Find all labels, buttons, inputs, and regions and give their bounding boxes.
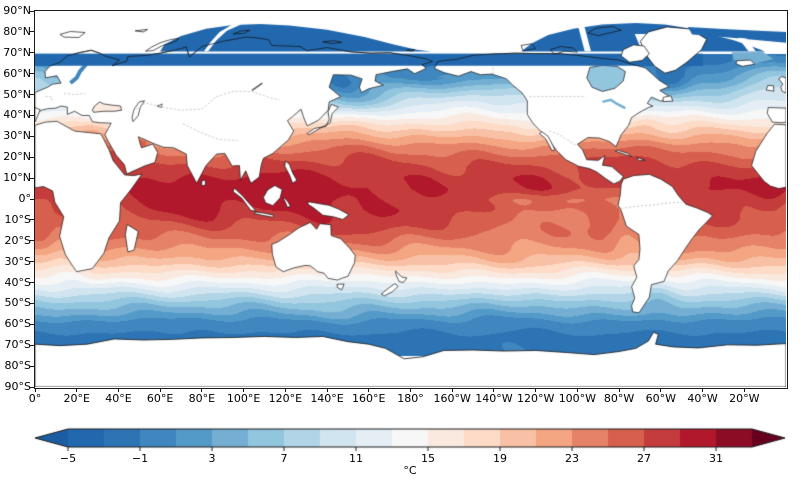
y-tick-label: 90°N xyxy=(3,4,31,17)
y-tick-label: 80°S xyxy=(4,359,31,373)
y-tick-mark xyxy=(30,31,34,33)
x-tick-label: 100°W xyxy=(558,392,597,405)
x-tick-label: 120°E xyxy=(268,392,303,405)
x-tick-label: 180° xyxy=(397,392,424,405)
colorbar-tick-label: 31 xyxy=(709,452,723,465)
colorbar-tick-label: −5 xyxy=(59,452,77,465)
y-tick-mark xyxy=(30,261,34,263)
y-tick-label: 40°N xyxy=(3,108,31,122)
y-tick-mark xyxy=(30,240,34,242)
colorbar-tick-label: 11 xyxy=(349,452,363,465)
x-tick-label: 40°W xyxy=(687,392,718,405)
y-tick-label: 30°S xyxy=(4,254,31,268)
y-tick-mark xyxy=(30,10,34,12)
y-tick-label: 10°N xyxy=(3,171,31,185)
x-tick-mark xyxy=(76,388,78,392)
y-tick-mark xyxy=(30,365,34,367)
y-tick-label: 70°N xyxy=(3,45,31,59)
colorbar-canvas xyxy=(0,425,800,455)
x-tick-label: 160°E xyxy=(352,392,386,405)
colorbar-tick-label: 3 xyxy=(208,452,216,465)
x-tick-label: 140°W xyxy=(475,392,513,405)
y-tick-mark xyxy=(30,52,34,54)
y-tick-label: 30°N xyxy=(3,129,31,143)
colorbar-tick-label: 19 xyxy=(493,452,507,465)
y-tick-mark xyxy=(30,302,34,304)
y-tick-mark xyxy=(30,219,34,221)
x-tick-mark xyxy=(284,388,286,392)
x-tick-mark xyxy=(535,388,537,392)
colorbar-tick-label: −1 xyxy=(131,452,149,465)
y-tick-mark xyxy=(30,198,34,200)
x-tick-label: 20°E xyxy=(63,392,90,405)
y-tick-mark xyxy=(30,156,34,158)
x-tick-mark xyxy=(117,388,119,392)
y-tick-mark xyxy=(30,282,34,284)
x-tick-label: 160°W xyxy=(433,392,471,405)
y-tick-mark xyxy=(30,94,34,96)
y-tick-mark xyxy=(30,323,34,325)
y-tick-label: 20°S xyxy=(4,233,31,247)
x-tick-label: 20°W xyxy=(729,392,760,405)
x-tick-label: 80°W xyxy=(603,392,635,405)
colorbar-unit-label: °C xyxy=(403,464,417,477)
y-tick-mark xyxy=(30,114,34,116)
y-tick-label: 0° xyxy=(18,192,32,205)
y-tick-label: 80°N xyxy=(3,24,31,38)
y-tick-label: 10°S xyxy=(4,212,31,226)
y-tick-mark xyxy=(30,386,34,388)
y-tick-mark xyxy=(30,344,34,346)
colorbar-tick-label: 7 xyxy=(280,452,288,465)
colorbar-tick-label: 23 xyxy=(565,452,579,465)
x-tick-label: 60°W xyxy=(645,392,677,405)
x-tick-mark xyxy=(660,388,662,392)
x-tick-label: 0° xyxy=(28,392,42,405)
y-tick-mark xyxy=(30,73,34,75)
x-tick-mark xyxy=(702,388,704,392)
y-tick-label: 70°S xyxy=(4,338,31,352)
y-tick-label: 20°N xyxy=(3,150,31,164)
colorbar-tick-label: 27 xyxy=(637,452,651,465)
x-tick-mark xyxy=(368,388,370,392)
x-tick-mark xyxy=(34,388,36,392)
x-tick-label: 140°E xyxy=(310,392,344,405)
x-tick-mark xyxy=(159,388,161,392)
x-tick-label: 60°E xyxy=(146,392,174,405)
x-tick-mark xyxy=(326,388,328,392)
y-tick-mark xyxy=(30,135,34,137)
y-tick-label: 50°N xyxy=(3,87,31,101)
y-tick-label: 90°S xyxy=(4,380,31,393)
x-tick-label: 100°E xyxy=(226,392,261,405)
x-tick-mark xyxy=(243,388,245,392)
y-tick-label: 60°S xyxy=(4,317,31,331)
x-tick-mark xyxy=(743,388,745,392)
y-tick-label: 60°N xyxy=(3,66,31,80)
colorbar-tick-label: 15 xyxy=(421,452,435,465)
sst-map-canvas xyxy=(35,11,786,387)
x-tick-label: 40°E xyxy=(105,392,132,405)
y-tick-label: 50°S xyxy=(4,296,31,310)
x-tick-mark xyxy=(451,388,453,392)
x-tick-mark xyxy=(493,388,495,392)
y-tick-label: 40°S xyxy=(4,275,31,289)
y-tick-mark xyxy=(30,177,34,179)
x-tick-label: 80°E xyxy=(188,392,216,405)
x-tick-label: 120°W xyxy=(516,392,555,405)
x-tick-mark xyxy=(410,388,411,392)
x-tick-mark xyxy=(618,388,620,392)
x-tick-mark xyxy=(201,388,203,392)
x-tick-mark xyxy=(576,388,578,392)
